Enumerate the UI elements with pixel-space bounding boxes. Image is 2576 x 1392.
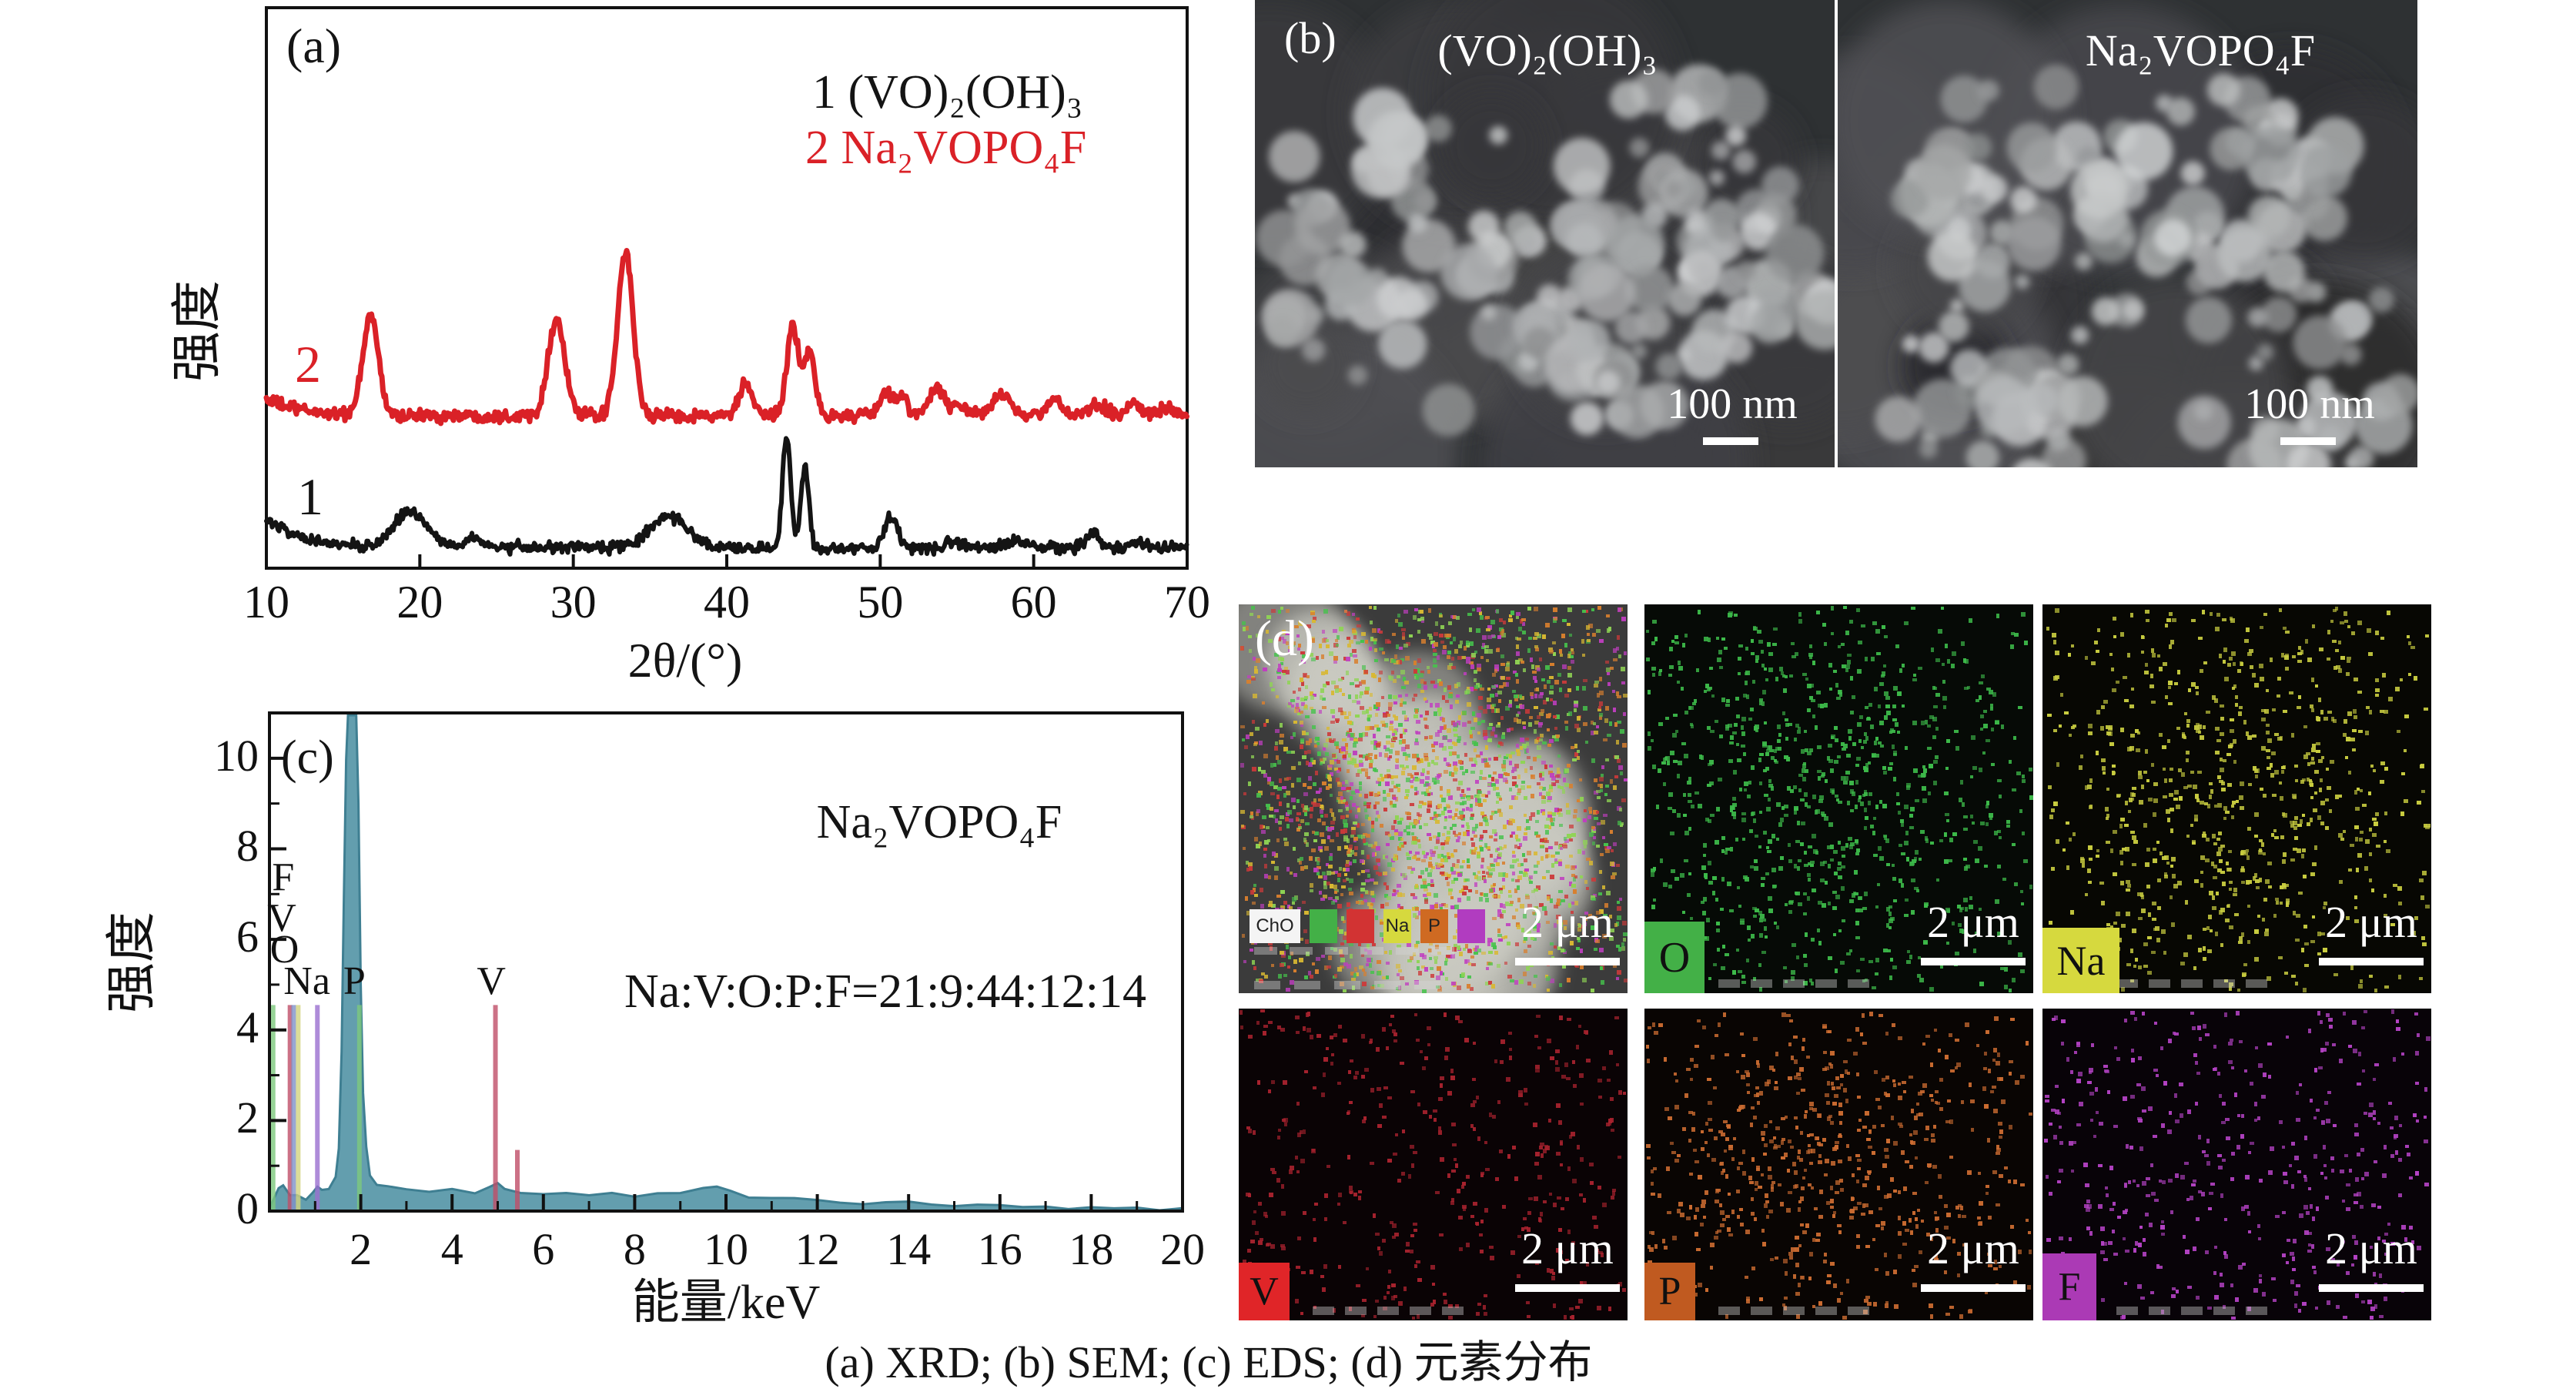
element-badge-O: O — [1644, 922, 1705, 993]
x-tick-label: 2 — [350, 1224, 373, 1274]
sem-scale-label-2: 100 nm — [2244, 380, 2375, 428]
legend-chip: P — [1420, 909, 1448, 943]
curve-tag-2: 2 — [295, 335, 321, 393]
legend-chip: ChO — [1250, 909, 1300, 943]
x-tick-label: 60 — [1010, 577, 1057, 627]
x-tick-label: 10 — [704, 1224, 748, 1274]
sem-label-vo2oh3: (VO)₂(OH)₃ — [1437, 25, 1658, 75]
map-scale-label: 2 μm — [1521, 1223, 1614, 1273]
y-tick-label: 0 — [236, 1183, 259, 1233]
x-tick-label: 10 — [243, 577, 289, 627]
curve-tag-1: 1 — [297, 467, 323, 526]
eds-peak-label: O — [269, 927, 299, 972]
panel-c-tag: (c) — [281, 731, 334, 784]
sem-texture-2 — [1838, 0, 2417, 467]
x-tick-label: 18 — [1069, 1224, 1114, 1274]
x-tick-label: 20 — [1160, 1224, 1205, 1274]
legend-chip: Na — [1383, 909, 1411, 943]
sem-label-na2vopo4f: Na₂VOPO₄F — [2085, 25, 2316, 75]
x-tick-label: 12 — [795, 1224, 840, 1274]
panel-a-tag: (a) — [286, 18, 342, 73]
map-art-F — [2042, 1009, 2431, 1320]
sem-image-na2vopo4f — [1838, 0, 2417, 467]
map-tile-V: V — [1239, 1009, 1628, 1320]
panel-c-ratio-text: Na:V:O:P:F=21:9:44:12:14 — [624, 965, 1146, 1018]
map-art-O — [1644, 604, 2033, 993]
map-tile-composite: ChO Na P — [1239, 604, 1628, 993]
map-tile-P: P — [1644, 1009, 2033, 1320]
sem-image-vo2oh3 — [1255, 0, 1835, 467]
y-tick-label: 4 — [236, 1002, 259, 1052]
panel-b-tag: (b) — [1284, 13, 1337, 63]
map-scale-bar — [1921, 1284, 2026, 1292]
eds-peak-label: V — [267, 895, 296, 940]
map-tile-O: O — [1644, 604, 2033, 993]
map-art-P — [1644, 1009, 2033, 1320]
element-badge-V: V — [1239, 1263, 1290, 1320]
x-tick-label: 8 — [623, 1224, 646, 1274]
map-tile-Na: Na — [2042, 604, 2431, 993]
x-tick-label: 30 — [550, 577, 597, 627]
x-tick-label: 70 — [1164, 577, 1210, 627]
eds-peak-label: Na — [283, 959, 330, 1003]
map-scale-bar — [1515, 1284, 1620, 1292]
map-scale-bar — [1515, 958, 1620, 965]
map-art-Na — [2042, 604, 2431, 993]
x-tick-label: 20 — [396, 577, 443, 627]
map-scale-label: 2 μm — [2325, 897, 2417, 947]
map-scale-bar — [1921, 958, 2026, 965]
eds-peak-label: F — [272, 855, 295, 899]
y-tick-label: 6 — [236, 912, 259, 962]
panel-a-x-axis-label: 2θ/(°) — [627, 633, 743, 688]
figure-caption: (a) XRD; (b) SEM; (c) EDS; (d) 元素分布 — [825, 1337, 1593, 1387]
y-tick-label: 8 — [236, 821, 259, 872]
map-scale-label: 2 μm — [2325, 1223, 2417, 1273]
sem-scale-label-1: 100 nm — [1667, 380, 1798, 428]
map-scale-label: 2 μm — [1521, 897, 1614, 947]
x-tick-label: 4 — [440, 1224, 463, 1274]
element-badge-Na: Na — [2042, 928, 2119, 993]
map-scale-bar — [2319, 958, 2424, 965]
panel-a-legend-item-2: 2 Na₂VOPO₄F — [805, 122, 1087, 174]
sem-texture-1 — [1255, 0, 1835, 467]
map-scale-label: 2 μm — [1927, 897, 2019, 947]
map-scale-label: 2 μm — [1927, 1223, 2019, 1273]
panel-c-x-axis-label: 能量/keV — [631, 1277, 821, 1329]
eds-peak-label: V — [477, 959, 506, 1003]
x-tick-label: 40 — [704, 577, 750, 627]
panel-c-formula: Na₂VOPO₄F — [816, 796, 1062, 848]
x-tick-label: 50 — [857, 577, 904, 627]
y-tick-label: 10 — [214, 730, 259, 781]
panel-d-tag: (d) — [1255, 611, 1314, 667]
element-badge-F: F — [2042, 1253, 2096, 1320]
map-art-composite — [1239, 604, 1628, 993]
map-art-V — [1239, 1009, 1628, 1320]
sem-scale-bar-1 — [1703, 437, 1758, 445]
element-badge-P: P — [1644, 1263, 1695, 1320]
panel-a-legend-item-1: 1 (VO)₂(OH)₃ — [812, 66, 1083, 119]
eds-peak-label: P — [343, 959, 366, 1003]
sem-scale-bar-2 — [2280, 437, 2336, 445]
x-tick-label: 6 — [532, 1224, 555, 1274]
x-tick-label: 14 — [886, 1224, 932, 1274]
map-tile-F: F — [2042, 1009, 2431, 1320]
panel-a-y-axis-label: 强度 — [169, 280, 226, 382]
legend-chip — [1457, 909, 1485, 943]
legend-chip — [1310, 909, 1337, 943]
x-tick-label: 16 — [977, 1224, 1022, 1274]
map-scale-bar — [2319, 1284, 2424, 1292]
legend-chip — [1347, 909, 1374, 943]
y-tick-label: 2 — [236, 1093, 259, 1143]
